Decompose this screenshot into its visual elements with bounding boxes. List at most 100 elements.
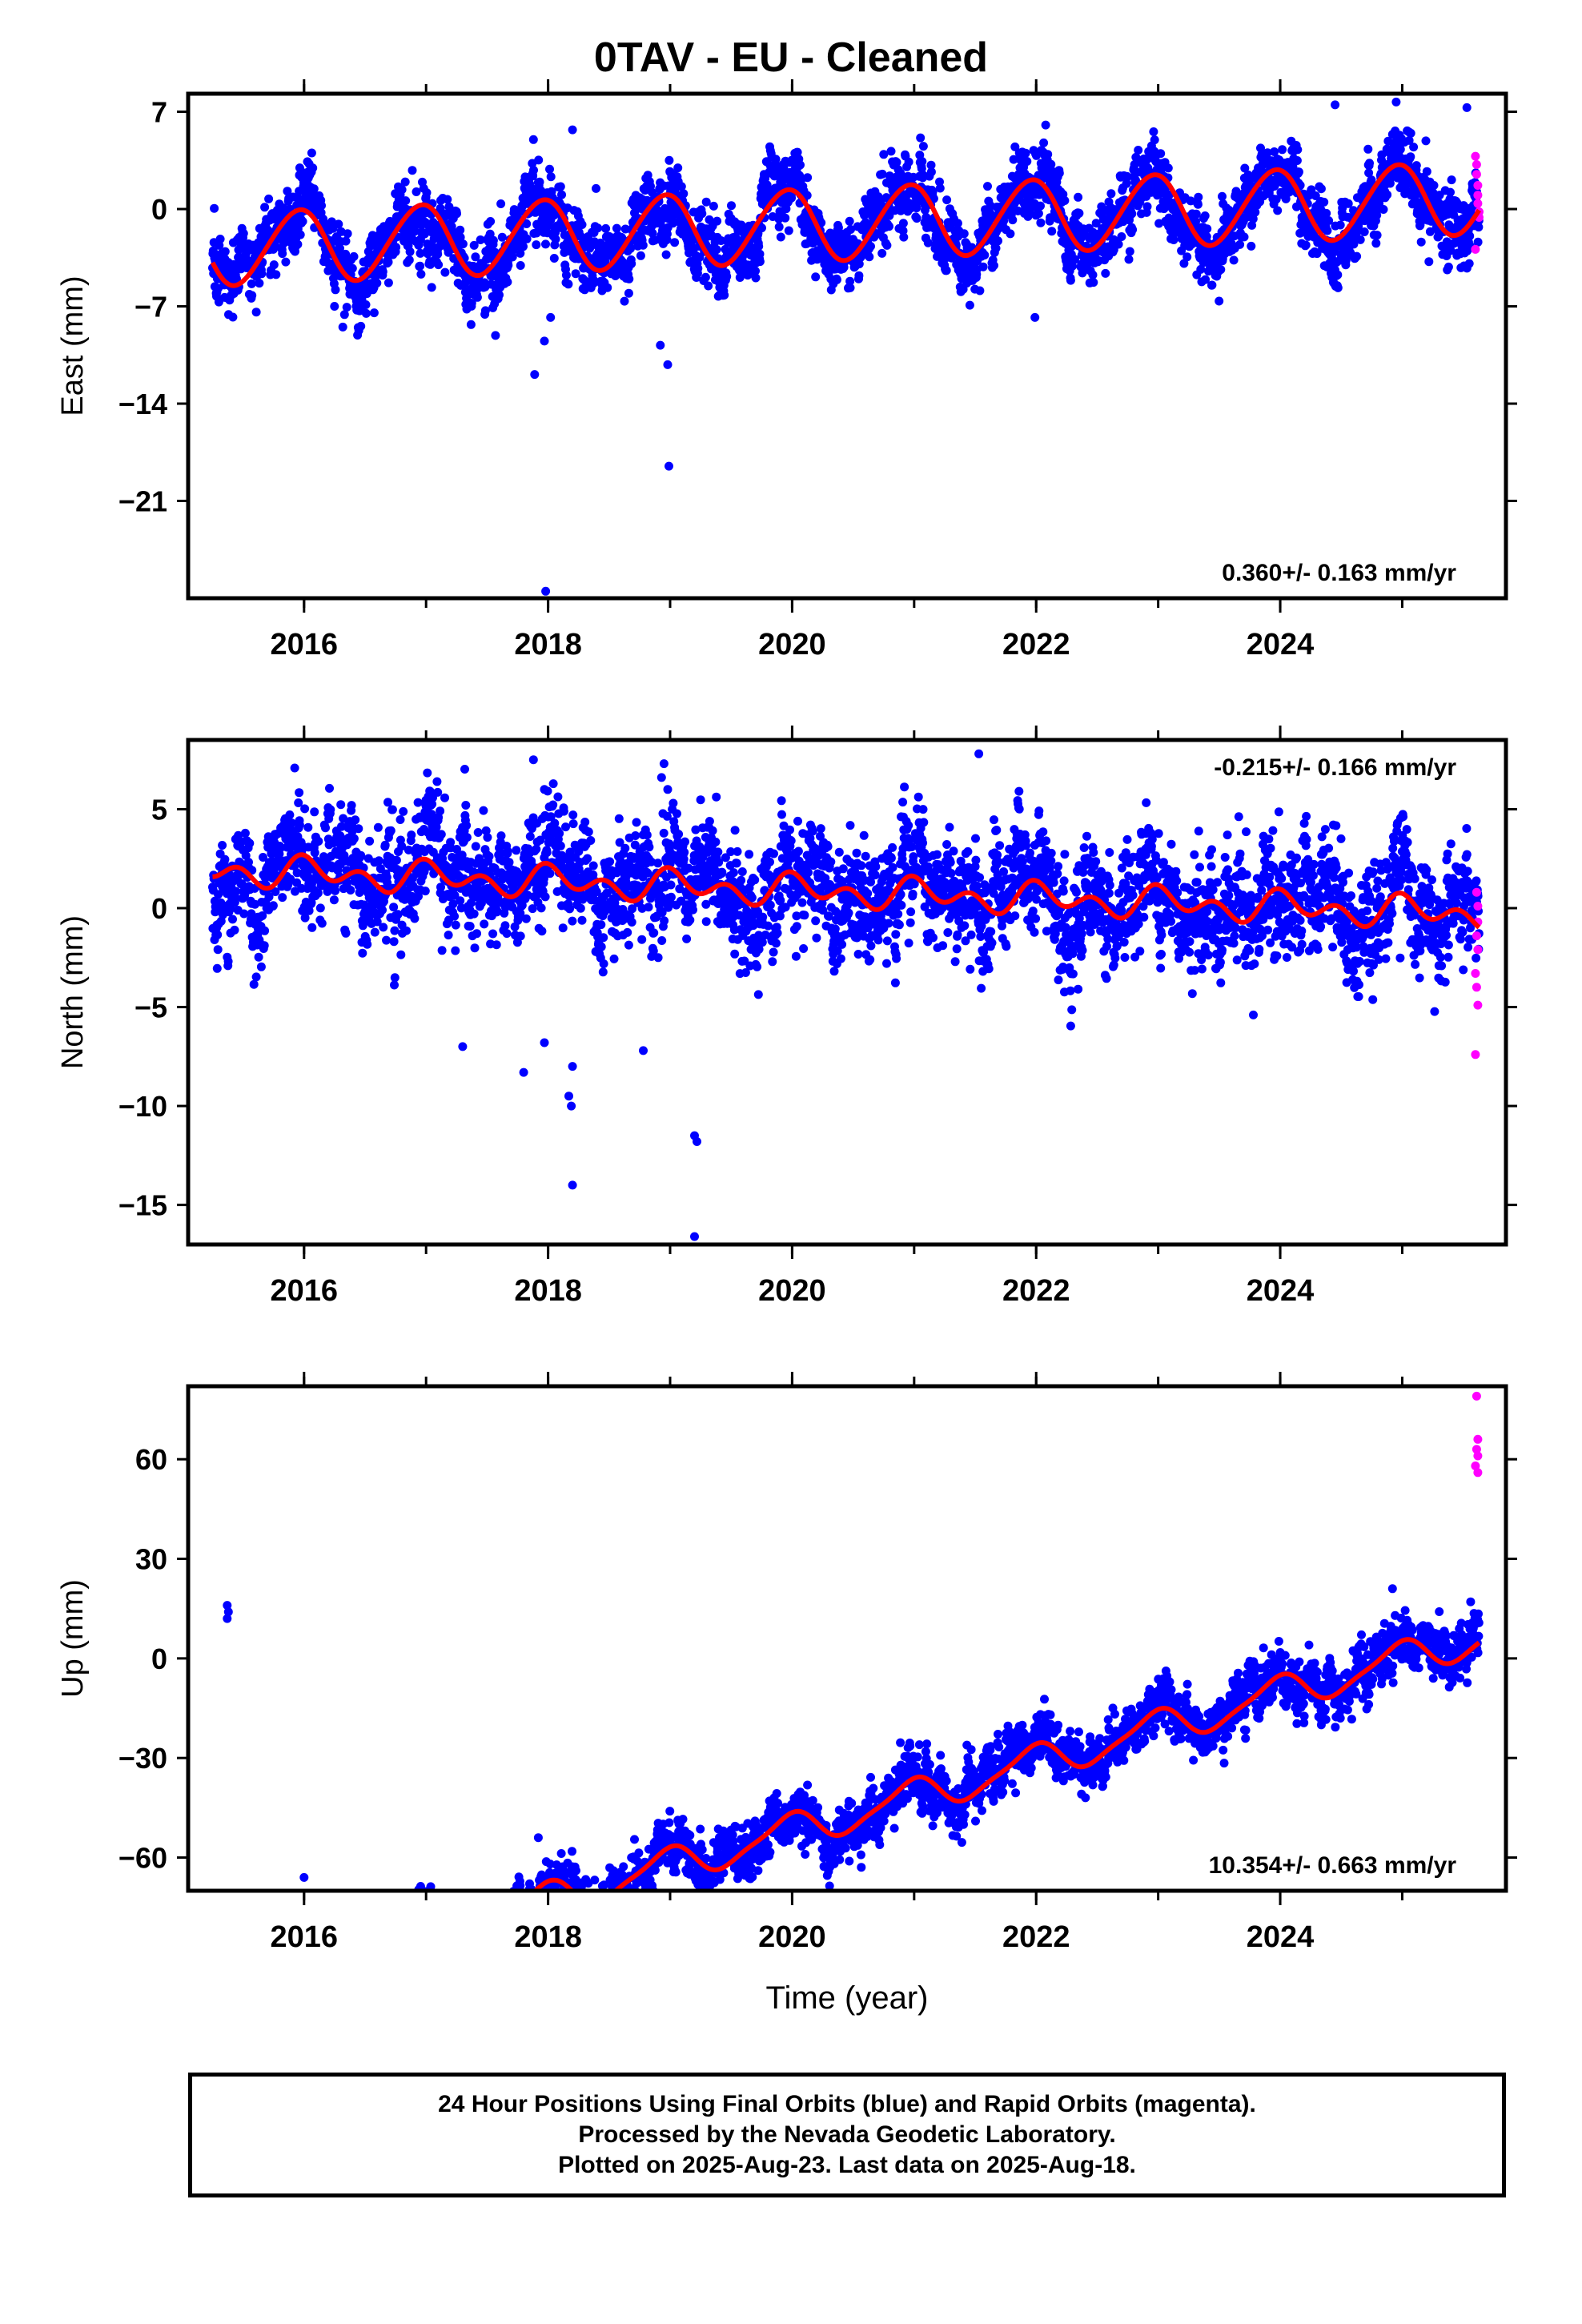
data-point bbox=[1391, 97, 1401, 107]
data-point bbox=[1355, 235, 1365, 244]
outlier-point bbox=[656, 340, 665, 350]
data-point bbox=[440, 267, 450, 277]
data-point bbox=[213, 930, 223, 939]
data-point bbox=[349, 834, 359, 843]
data-point bbox=[1150, 135, 1159, 145]
east-model-curve bbox=[210, 162, 1481, 288]
data-point bbox=[228, 312, 238, 322]
x-tick-label: 2020 bbox=[758, 628, 826, 661]
data-point bbox=[648, 228, 657, 238]
data-point bbox=[568, 810, 578, 820]
data-point bbox=[317, 201, 326, 211]
data-point bbox=[295, 820, 304, 830]
data-point bbox=[986, 210, 996, 219]
data-point bbox=[751, 266, 760, 275]
data-point bbox=[331, 886, 340, 895]
data-point bbox=[638, 240, 648, 250]
data-point bbox=[223, 957, 233, 966]
data-point bbox=[251, 308, 261, 317]
data-point bbox=[1134, 146, 1143, 155]
data-point bbox=[923, 238, 933, 247]
data-point bbox=[784, 226, 793, 235]
data-point bbox=[1074, 192, 1083, 202]
x-tick-label: 2022 bbox=[1002, 628, 1070, 661]
data-point bbox=[1411, 161, 1421, 171]
data-point bbox=[1307, 185, 1316, 195]
east-rate-label: 0.360+/- 0.163 mm/yr bbox=[1222, 560, 1456, 586]
data-point bbox=[1091, 219, 1101, 228]
data-point bbox=[1089, 278, 1098, 287]
data-point bbox=[389, 937, 399, 947]
data-point bbox=[491, 331, 500, 340]
y-tick-label: −7 bbox=[135, 291, 167, 324]
data-point bbox=[1465, 231, 1475, 241]
data-point bbox=[1474, 223, 1484, 232]
data-point bbox=[315, 903, 325, 913]
data-point bbox=[679, 189, 689, 199]
data-point bbox=[1235, 239, 1245, 249]
data-point bbox=[363, 939, 372, 949]
data-point bbox=[433, 787, 443, 797]
data-point bbox=[349, 251, 359, 261]
data-point bbox=[346, 886, 355, 895]
data-point bbox=[413, 798, 423, 807]
data-point bbox=[673, 163, 683, 173]
data-point bbox=[361, 300, 371, 309]
data-point bbox=[367, 231, 377, 240]
data-point bbox=[583, 854, 592, 863]
data-point bbox=[722, 271, 732, 281]
data-point bbox=[1068, 261, 1077, 271]
data-point bbox=[440, 793, 449, 802]
data-point bbox=[1043, 150, 1053, 159]
data-point bbox=[636, 251, 645, 260]
data-point bbox=[1371, 239, 1381, 248]
data-point bbox=[434, 260, 444, 270]
data-point bbox=[338, 322, 347, 332]
data-point bbox=[310, 848, 319, 858]
data-point bbox=[1127, 209, 1137, 219]
data-point bbox=[1247, 241, 1256, 251]
data-point bbox=[336, 800, 346, 810]
data-point bbox=[466, 320, 476, 329]
rapid-orbit-point bbox=[1473, 191, 1483, 200]
data-point bbox=[1154, 219, 1164, 228]
data-point bbox=[845, 283, 855, 292]
outlier-point bbox=[568, 125, 577, 135]
outlier-point bbox=[528, 135, 538, 144]
data-point bbox=[532, 240, 541, 250]
data-point bbox=[378, 267, 387, 276]
data-point bbox=[1218, 191, 1227, 201]
data-point bbox=[502, 929, 512, 939]
data-point bbox=[774, 222, 784, 231]
outlier-point bbox=[541, 586, 551, 596]
data-point bbox=[918, 142, 928, 151]
data-point bbox=[479, 806, 488, 815]
data-point bbox=[1142, 202, 1152, 211]
data-point bbox=[472, 929, 481, 939]
data-point bbox=[401, 196, 411, 206]
data-point bbox=[390, 926, 400, 935]
data-point bbox=[1149, 127, 1158, 136]
data-point bbox=[334, 219, 343, 229]
data-point bbox=[1294, 167, 1303, 177]
data-point bbox=[942, 266, 951, 275]
data-point bbox=[1041, 120, 1050, 130]
data-point bbox=[755, 257, 765, 267]
data-point bbox=[832, 275, 841, 284]
data-point bbox=[1224, 205, 1234, 215]
data-point bbox=[283, 187, 292, 196]
data-point bbox=[383, 257, 393, 267]
data-point bbox=[1008, 215, 1018, 225]
outlier-point bbox=[665, 461, 673, 471]
data-point bbox=[1122, 172, 1132, 182]
data-point bbox=[341, 928, 351, 938]
data-point bbox=[281, 257, 291, 267]
data-point bbox=[268, 901, 278, 911]
data-point bbox=[677, 182, 686, 191]
page-title: 0TAV - EU - Cleaned bbox=[593, 34, 989, 81]
data-point bbox=[473, 828, 483, 837]
data-point bbox=[295, 788, 304, 798]
data-point bbox=[214, 890, 223, 899]
y-tick-label: −14 bbox=[118, 388, 167, 420]
